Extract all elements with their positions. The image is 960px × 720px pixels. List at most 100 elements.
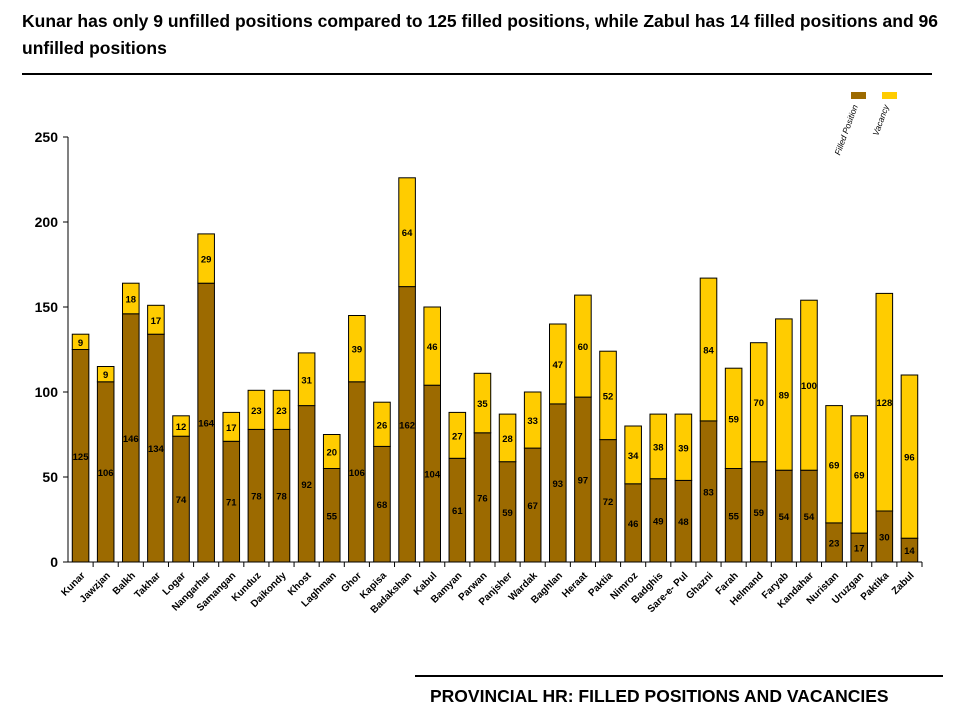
- bar-vacancy: [96, 366, 115, 383]
- data-label-vacancy: 9: [78, 338, 83, 349]
- bar-vacancy: [473, 372, 492, 434]
- data-label-vacancy: 27: [452, 431, 463, 442]
- data-label-filled: 71: [226, 498, 237, 509]
- bar-vacancy: [549, 323, 567, 405]
- bar-vacancy: [398, 177, 416, 288]
- data-label-filled: 23: [829, 538, 840, 549]
- data-label-filled: 46: [628, 519, 639, 530]
- bar-vacancy: [297, 352, 316, 407]
- y-tick-label: 0: [50, 554, 58, 570]
- data-label-filled: 49: [653, 516, 664, 527]
- data-label-vacancy: 31: [301, 375, 312, 386]
- bar-vacancy: [423, 306, 441, 386]
- legend-swatch: [882, 92, 897, 99]
- data-label-filled: 106: [349, 468, 365, 479]
- y-tick-label: 100: [35, 384, 59, 400]
- data-label-vacancy: 26: [377, 420, 388, 431]
- data-label-vacancy: 47: [553, 360, 564, 371]
- data-label-filled: 30: [879, 533, 890, 544]
- bar-vacancy: [498, 413, 517, 463]
- bar-vacancy: [272, 389, 291, 430]
- legend-label: Vacancy: [870, 103, 891, 137]
- data-label-filled: 76: [477, 493, 488, 504]
- bar-vacancy: [649, 413, 668, 480]
- data-label-filled: 93: [553, 479, 564, 490]
- data-label-filled: 83: [703, 487, 714, 498]
- data-label-vacancy: 89: [779, 391, 790, 402]
- data-label-vacancy: 35: [477, 399, 488, 410]
- bar-vacancy: [448, 411, 467, 459]
- data-label-filled: 54: [804, 512, 815, 523]
- data-label-vacancy: 69: [829, 460, 840, 471]
- bar-vacancy: [197, 233, 215, 284]
- category-label: Ghazni: [684, 570, 716, 602]
- bar-vacancy: [523, 391, 542, 449]
- data-label-vacancy: 52: [603, 391, 614, 402]
- data-label-filled: 106: [98, 468, 114, 479]
- bar-vacancy: [900, 374, 919, 539]
- data-label-filled: 59: [502, 508, 513, 519]
- data-label-filled: 14: [904, 546, 915, 557]
- category-label: Takhar: [133, 570, 164, 601]
- bar-vacancy: [599, 350, 617, 441]
- data-label-vacancy: 12: [176, 422, 187, 433]
- data-label-vacancy: 38: [653, 442, 664, 453]
- data-label-filled: 78: [276, 492, 287, 503]
- data-label-filled: 134: [148, 444, 165, 455]
- data-label-vacancy: 69: [854, 470, 865, 481]
- chart-bars: [71, 177, 919, 563]
- bar-vacancy: [624, 425, 642, 485]
- data-label-vacancy: 46: [427, 342, 438, 353]
- data-label-vacancy: 70: [753, 398, 764, 409]
- data-label-filled: 162: [399, 420, 415, 431]
- data-label-vacancy: 34: [628, 451, 639, 462]
- data-label-filled: 55: [326, 511, 337, 522]
- y-tick-label: 200: [35, 214, 59, 230]
- data-label-vacancy: 64: [402, 228, 413, 239]
- data-label-vacancy: 23: [276, 406, 287, 417]
- bar-vacancy: [172, 415, 190, 437]
- data-label-filled: 54: [779, 512, 790, 523]
- bar-vacancy: [875, 292, 894, 512]
- y-tick-label: 50: [42, 469, 58, 485]
- y-tick-label: 250: [35, 129, 59, 145]
- category-label: Heraat: [560, 570, 590, 600]
- data-label-filled: 59: [753, 508, 764, 519]
- legend-swatch: [851, 92, 866, 99]
- bar-vacancy: [749, 342, 768, 463]
- bar-vacancy: [724, 367, 743, 470]
- data-label-filled: 67: [527, 501, 538, 512]
- data-label-vacancy: 28: [502, 434, 513, 445]
- bar-vacancy: [122, 282, 140, 315]
- data-label-vacancy: 29: [201, 255, 212, 266]
- data-label-vacancy: 17: [226, 423, 237, 434]
- category-label: Paktika: [859, 570, 892, 603]
- bar-vacancy: [71, 333, 90, 351]
- data-label-vacancy: 39: [678, 443, 689, 454]
- data-label-vacancy: 18: [126, 295, 137, 306]
- data-label-filled: 92: [301, 480, 312, 491]
- bar-vacancy: [775, 318, 793, 471]
- data-label-filled: 55: [728, 511, 739, 522]
- data-label-vacancy: 84: [703, 346, 714, 357]
- data-label-vacancy: 128: [876, 398, 892, 409]
- bar-vacancy: [574, 294, 592, 398]
- bar-vacancy: [322, 434, 341, 469]
- headline-divider: [22, 73, 932, 75]
- data-label-filled: 72: [603, 497, 614, 508]
- bar-vacancy: [348, 315, 366, 383]
- bar-vacancy: [247, 389, 266, 430]
- chart-legend: Filled Position Vacancy: [832, 92, 897, 156]
- footer-title: PROVINCIAL HR: FILLED POSITIONS AND VACA…: [430, 686, 889, 706]
- data-label-vacancy: 100: [801, 381, 817, 392]
- chart-headline: Kunar has only 9 unfilled positions comp…: [22, 11, 938, 58]
- data-label-vacancy: 59: [728, 414, 739, 425]
- category-label: Zabul: [890, 570, 917, 597]
- data-label-vacancy: 9: [103, 370, 108, 381]
- data-label-filled: 97: [578, 476, 589, 487]
- data-label-vacancy: 20: [326, 448, 337, 459]
- data-label-filled: 146: [123, 434, 139, 445]
- data-label-vacancy: 33: [527, 416, 538, 427]
- data-label-vacancy: 39: [352, 345, 363, 356]
- bar-vacancy: [850, 415, 868, 534]
